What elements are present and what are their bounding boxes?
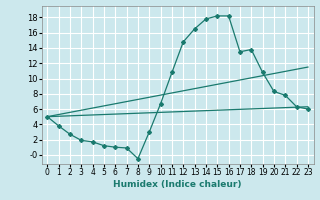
X-axis label: Humidex (Indice chaleur): Humidex (Indice chaleur): [113, 180, 242, 189]
